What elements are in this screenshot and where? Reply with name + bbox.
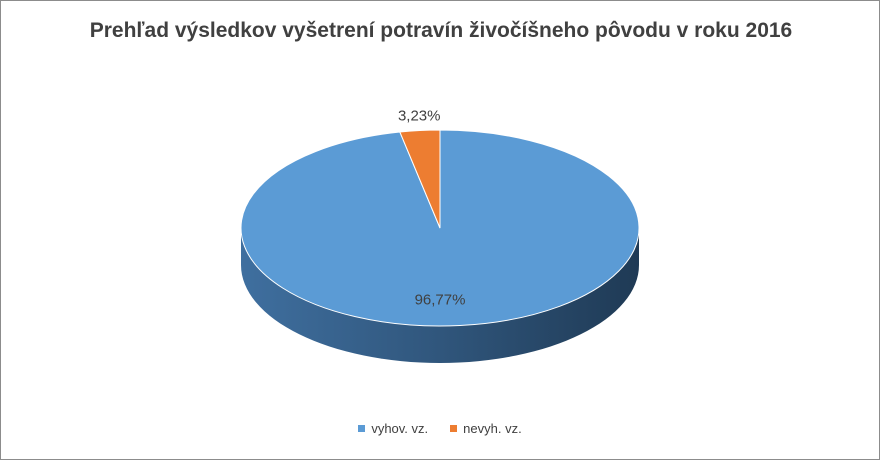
legend-swatch-nevyh: [450, 425, 458, 432]
legend-swatch-vyhov: [358, 425, 366, 432]
pie-side-wall: [241, 228, 639, 363]
chart-title: Prehľad výsledkov vyšetrení potravín živ…: [89, 19, 793, 42]
legend-item-nevyh: nevyh. vz.: [450, 421, 522, 436]
legend-label-nevyh: nevyh. vz.: [463, 421, 522, 436]
data-label-nevyh: 3,23%: [398, 108, 441, 125]
chart-legend: vyhov. vz. nevyh. vz.: [0, 421, 880, 436]
pie-slice-nevyh: [399, 129, 441, 229]
legend-item-vyhov: vyhov. vz.: [358, 421, 428, 436]
data-label-vyhov: 96,77%: [415, 291, 466, 308]
legend-label-vyhov: vyhov. vz.: [371, 421, 429, 436]
